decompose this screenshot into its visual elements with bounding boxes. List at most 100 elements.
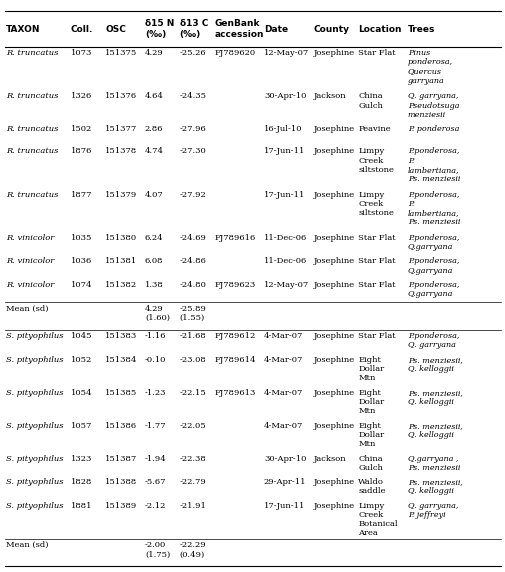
Text: 1326: 1326 bbox=[70, 93, 91, 101]
Text: Mean (sd): Mean (sd) bbox=[6, 304, 48, 312]
Text: Josephine: Josephine bbox=[313, 422, 354, 430]
Text: S. pityophilus: S. pityophilus bbox=[6, 388, 64, 396]
Text: S. pityophilus: S. pityophilus bbox=[6, 332, 64, 340]
Text: 151386: 151386 bbox=[105, 422, 137, 430]
Text: -22.15: -22.15 bbox=[179, 388, 206, 396]
Text: Josephine: Josephine bbox=[313, 125, 354, 133]
Text: 151378: 151378 bbox=[105, 148, 137, 156]
Text: P.ponderosa,
Q.garryana: P.ponderosa, Q.garryana bbox=[407, 257, 458, 275]
Text: -27.30: -27.30 bbox=[179, 148, 206, 156]
Text: 4-Mar-07: 4-Mar-07 bbox=[264, 356, 302, 364]
Text: Eight
Dollar
Mtn: Eight Dollar Mtn bbox=[358, 422, 383, 448]
Text: P.ponderosa,
Q. garryana: P.ponderosa, Q. garryana bbox=[407, 332, 458, 349]
Text: -24.69: -24.69 bbox=[179, 234, 206, 242]
Text: 151381: 151381 bbox=[105, 257, 137, 265]
Text: P.ponderosa,
Q.garryana: P.ponderosa, Q.garryana bbox=[407, 234, 458, 251]
Text: 151377: 151377 bbox=[105, 125, 137, 133]
Text: -24.86: -24.86 bbox=[179, 257, 206, 265]
Text: Q. garryana,
P. jeffreyi: Q. garryana, P. jeffreyi bbox=[407, 502, 457, 519]
Text: 151384: 151384 bbox=[105, 356, 137, 364]
Text: -25.89
(1.55): -25.89 (1.55) bbox=[179, 304, 206, 322]
Text: Star Flat: Star Flat bbox=[358, 281, 395, 289]
Text: 1828: 1828 bbox=[70, 478, 92, 486]
Text: -2.12: -2.12 bbox=[144, 502, 166, 510]
Text: S. pityophilus: S. pityophilus bbox=[6, 422, 64, 430]
Text: 4.64: 4.64 bbox=[144, 93, 164, 101]
Text: Josephine: Josephine bbox=[313, 257, 354, 265]
Text: TAXON: TAXON bbox=[6, 25, 40, 34]
Text: -21.68: -21.68 bbox=[179, 332, 206, 340]
Text: FJ789623: FJ789623 bbox=[214, 281, 255, 289]
Text: Star Flat: Star Flat bbox=[358, 332, 395, 340]
Text: Limpy
Creek
siltstone: Limpy Creek siltstone bbox=[358, 148, 393, 174]
Text: -5.67: -5.67 bbox=[144, 478, 166, 486]
Text: P.ponderosa,
Q.garryana: P.ponderosa, Q.garryana bbox=[407, 281, 458, 298]
Text: FJ789612: FJ789612 bbox=[214, 332, 255, 340]
Text: Josephine: Josephine bbox=[313, 356, 354, 364]
Text: 1876: 1876 bbox=[70, 148, 92, 156]
Text: -27.96: -27.96 bbox=[179, 125, 206, 133]
Text: Pinus
ponderosa,
Quercus
garryana: Pinus ponderosa, Quercus garryana bbox=[407, 49, 452, 85]
Text: 151375: 151375 bbox=[105, 49, 137, 57]
Text: 151385: 151385 bbox=[105, 388, 137, 396]
Text: S. pityophilus: S. pityophilus bbox=[6, 478, 64, 486]
Text: Josephine: Josephine bbox=[313, 49, 354, 57]
Text: -22.29
(0.49): -22.29 (0.49) bbox=[179, 541, 206, 558]
Text: Peavine: Peavine bbox=[358, 125, 390, 133]
Text: 17-Jun-11: 17-Jun-11 bbox=[264, 502, 305, 510]
Text: P.ponderosa,
P.
lambertiana,
Ps. menziesii: P.ponderosa, P. lambertiana, Ps. menzies… bbox=[407, 148, 459, 183]
Text: Ps. menziesii,
Q. kelloggii: Ps. menziesii, Q. kelloggii bbox=[407, 356, 462, 373]
Text: -1.16: -1.16 bbox=[144, 332, 166, 340]
Text: Eight
Dollar
Mtn: Eight Dollar Mtn bbox=[358, 356, 383, 382]
Text: S. pityophilus: S. pityophilus bbox=[6, 502, 64, 510]
Text: China
Gulch: China Gulch bbox=[358, 93, 382, 110]
Text: 16-Jul-10: 16-Jul-10 bbox=[264, 125, 302, 133]
Text: 151387: 151387 bbox=[105, 455, 137, 463]
Text: 1073: 1073 bbox=[70, 49, 92, 57]
Text: 4.29: 4.29 bbox=[144, 49, 163, 57]
Text: Star Flat: Star Flat bbox=[358, 49, 395, 57]
Text: Ps. menziesii,
Q. kelloggii: Ps. menziesii, Q. kelloggii bbox=[407, 388, 462, 406]
Text: 11-Dec-06: 11-Dec-06 bbox=[264, 257, 307, 265]
Text: 12-May-07: 12-May-07 bbox=[264, 281, 309, 289]
Text: Jackson: Jackson bbox=[313, 455, 345, 463]
Text: -25.26: -25.26 bbox=[179, 49, 206, 57]
Text: 30-Apr-10: 30-Apr-10 bbox=[264, 93, 306, 101]
Text: OSC: OSC bbox=[105, 25, 126, 34]
Text: δ13 C
(‰): δ13 C (‰) bbox=[179, 19, 208, 39]
Text: Q.garryana ,
Ps. menziesii: Q.garryana , Ps. menziesii bbox=[407, 455, 459, 472]
Text: R. vinicolor: R. vinicolor bbox=[6, 281, 54, 289]
Text: Mean (sd): Mean (sd) bbox=[6, 541, 48, 549]
Text: FJ789620: FJ789620 bbox=[214, 49, 255, 57]
Text: -21.91: -21.91 bbox=[179, 502, 206, 510]
Text: County: County bbox=[313, 25, 349, 34]
Text: 1877: 1877 bbox=[70, 190, 92, 198]
Text: 1323: 1323 bbox=[70, 455, 92, 463]
Text: 4.74: 4.74 bbox=[144, 148, 164, 156]
Text: GenBank
accession: GenBank accession bbox=[214, 19, 263, 39]
Text: 29-Apr-11: 29-Apr-11 bbox=[264, 478, 306, 486]
Text: 1036: 1036 bbox=[70, 257, 91, 265]
Text: 17-Jun-11: 17-Jun-11 bbox=[264, 190, 305, 198]
Text: Limpy
Creek
Botanical
Area: Limpy Creek Botanical Area bbox=[358, 502, 397, 538]
Text: 2.86: 2.86 bbox=[144, 125, 163, 133]
Text: Josephine: Josephine bbox=[313, 502, 354, 510]
Text: 1057: 1057 bbox=[70, 422, 92, 430]
Text: 12-May-07: 12-May-07 bbox=[264, 49, 309, 57]
Text: -1.23: -1.23 bbox=[144, 388, 166, 396]
Text: -24.35: -24.35 bbox=[179, 93, 206, 101]
Text: R. truncatus: R. truncatus bbox=[6, 190, 59, 198]
Text: 1.38: 1.38 bbox=[144, 281, 163, 289]
Text: R. truncatus: R. truncatus bbox=[6, 93, 59, 101]
Text: -27.92: -27.92 bbox=[179, 190, 206, 198]
Text: R. truncatus: R. truncatus bbox=[6, 148, 59, 156]
Text: R. truncatus: R. truncatus bbox=[6, 49, 59, 57]
Text: FJ789613: FJ789613 bbox=[214, 388, 255, 396]
Text: -22.79: -22.79 bbox=[179, 478, 206, 486]
Text: 1074: 1074 bbox=[70, 281, 92, 289]
Text: 151382: 151382 bbox=[105, 281, 137, 289]
Text: Josephine: Josephine bbox=[313, 478, 354, 486]
Text: 4-Mar-07: 4-Mar-07 bbox=[264, 388, 302, 396]
Text: 1035: 1035 bbox=[70, 234, 92, 242]
Text: 1881: 1881 bbox=[70, 502, 92, 510]
